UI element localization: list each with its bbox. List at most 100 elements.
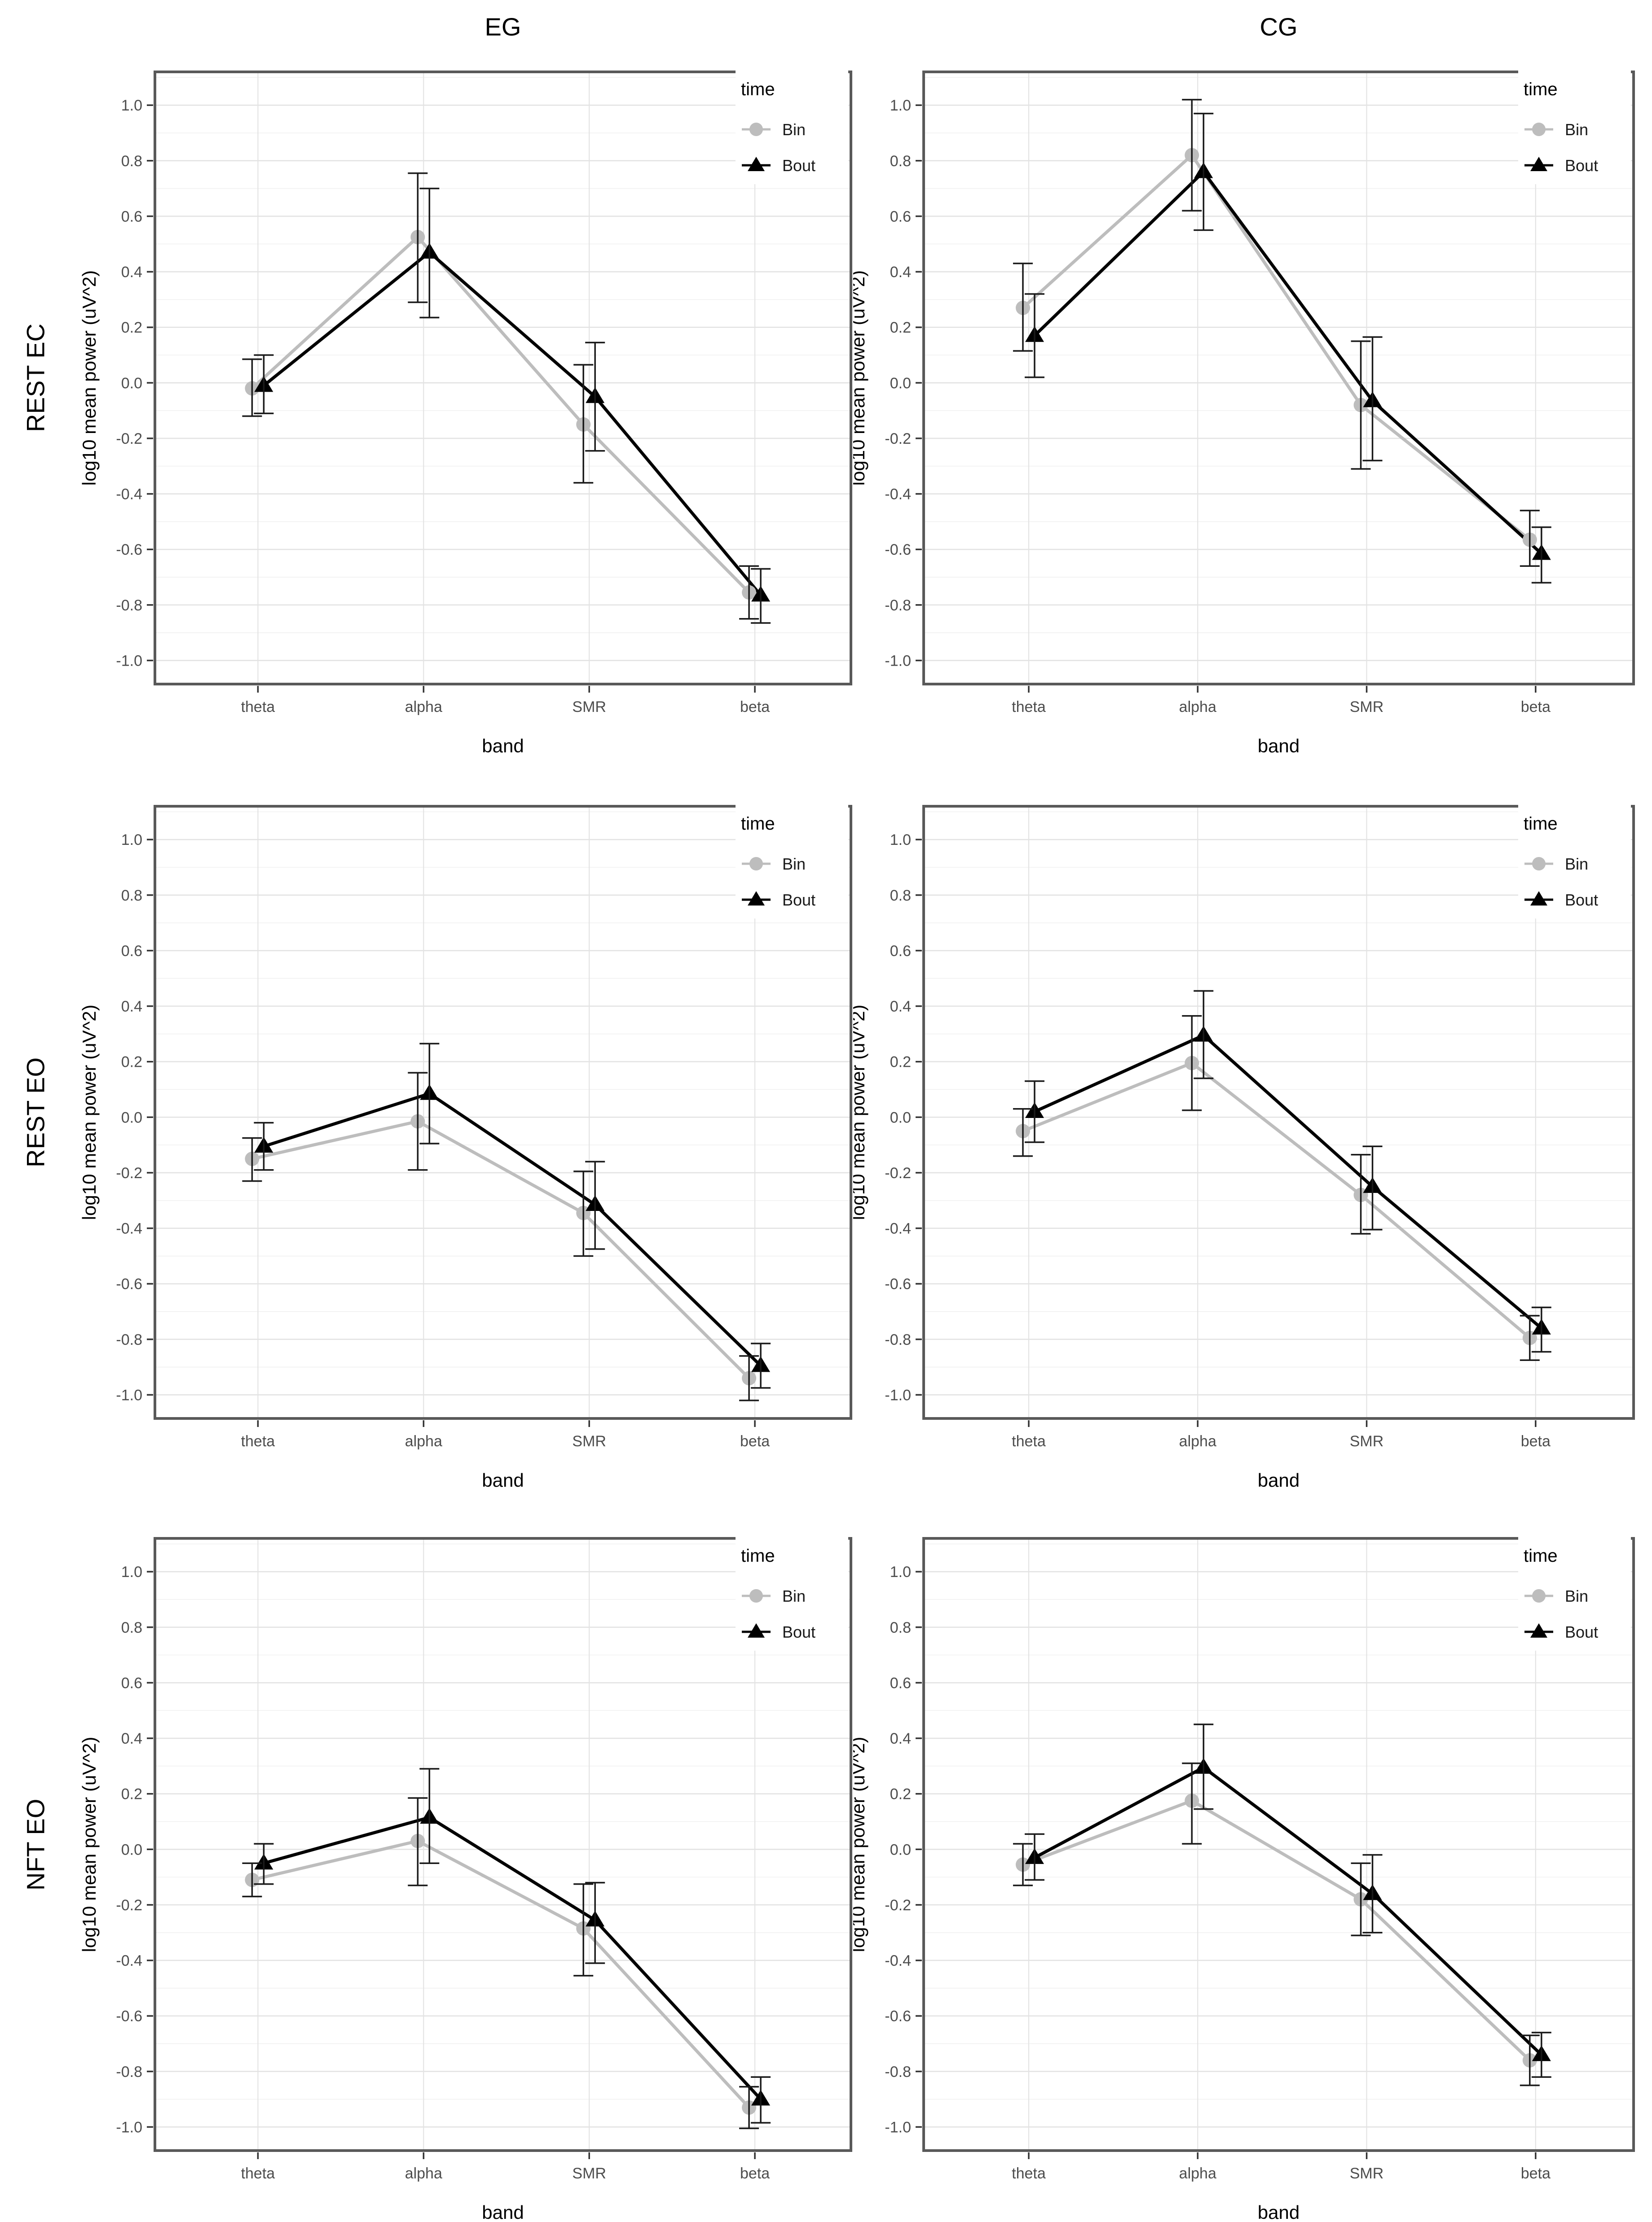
error-bar-bin-alpha xyxy=(408,1797,428,1886)
y-tick-label: 0.6 xyxy=(121,942,142,959)
x-tick-label: theta xyxy=(1012,2165,1046,2182)
x-tick-label: beta xyxy=(740,698,770,716)
x-axis-title: band xyxy=(1258,735,1300,756)
error-bar-bout-theta xyxy=(1024,293,1044,378)
panel-border xyxy=(154,1537,852,2152)
series-group xyxy=(1013,990,1551,1361)
legend-label: Bout xyxy=(782,156,815,175)
legend-label: Bout xyxy=(1565,156,1598,175)
y-tick-label: 1.0 xyxy=(890,1564,911,1581)
y-tick-label: -1.0 xyxy=(116,1387,142,1404)
y-tick-label: 0.4 xyxy=(890,1730,911,1747)
y-tick-label: 0.8 xyxy=(121,887,142,904)
y-tick-label: 0.6 xyxy=(890,1674,911,1692)
y-tick-label: -0.4 xyxy=(116,486,142,503)
y-tick-label: 0.6 xyxy=(121,208,142,225)
error-bar-bin-alpha xyxy=(1182,1015,1202,1111)
y-tick-label: 0.4 xyxy=(121,264,142,281)
legend-label: Bout xyxy=(1565,1623,1598,1641)
y-tick-label: 0.6 xyxy=(890,942,911,959)
y-tick-label: 0.0 xyxy=(121,1841,142,1858)
y-tick-label: -1.0 xyxy=(885,2119,911,2136)
error-bar-bin-beta xyxy=(739,1355,759,1401)
chart-panel-rest-eo-cg: 1.0 0.8 0.6 0.4 0.2 0.0 -0.2 -0.4 -0.6 -0.8 -1.0 th… xyxy=(853,804,1635,1491)
y-tick-label: 0.8 xyxy=(121,1619,142,1636)
x-tick-label: beta xyxy=(1521,698,1551,716)
error-bar-bout-alpha xyxy=(419,187,440,318)
x-axis-title: band xyxy=(1258,1470,1300,1491)
error-bar-bin-beta xyxy=(1520,2034,1540,2086)
legend: time Bin Bout xyxy=(1518,69,1631,184)
axes: 1.0 0.8 0.6 0.4 0.2 0.0 -0.2 -0.4 -0.6 -0.8 -1.0 th… xyxy=(853,97,1551,756)
series-line-bout xyxy=(263,251,762,596)
y-tick-label: -0.6 xyxy=(885,541,911,558)
error-bar-bout-alpha xyxy=(1194,112,1214,231)
x-axis-title: band xyxy=(482,1470,524,1491)
x-tick-label: alpha xyxy=(1179,2165,1216,2182)
axes: 1.0 0.8 0.6 0.4 0.2 0.0 -0.2 -0.4 -0.6 -0.8 -1.0 th… xyxy=(79,97,770,756)
chart-panel-rest-ec-cg: 1.0 0.8 0.6 0.4 0.2 0.0 -0.2 -0.4 -0.6 -0.8 -1.0 th… xyxy=(853,69,1635,756)
y-tick-label: -0.8 xyxy=(116,1331,142,1348)
error-bar-bout-alpha xyxy=(419,1768,440,1864)
x-axis-title: band xyxy=(1258,2202,1300,2222)
series-line-bout xyxy=(1034,1034,1543,1330)
y-tick-label: 0.4 xyxy=(890,998,911,1015)
series-line-bin xyxy=(251,1839,750,2109)
error-bar-bout-beta xyxy=(1531,526,1551,584)
legend-circle-marker-icon xyxy=(1532,123,1546,136)
legend-title: time xyxy=(741,814,775,834)
legend-triangle-marker-icon xyxy=(748,157,765,171)
error-bar-bin-SMR xyxy=(573,1171,594,1257)
y-tick-label: -0.6 xyxy=(885,2008,911,2025)
legend: time Bin Bout xyxy=(736,1536,848,1651)
legend: time Bin Bout xyxy=(736,804,848,919)
x-tick-label: theta xyxy=(1012,1433,1046,1450)
legend-label: Bout xyxy=(782,1623,815,1641)
x-axis-title: band xyxy=(482,2202,524,2222)
row-label-rest-ec: REST EC xyxy=(21,323,50,433)
x-tick-label: beta xyxy=(1521,2165,1551,2182)
series-line-bout xyxy=(263,1092,762,1367)
y-tick-label: 0.0 xyxy=(121,1109,142,1126)
series-group xyxy=(1013,99,1551,584)
x-tick-label: SMR xyxy=(1350,2165,1384,2182)
error-bar-bout-alpha xyxy=(419,1043,440,1144)
legend-label: Bin xyxy=(782,1587,806,1605)
error-bar-bout-SMR xyxy=(585,1882,605,1964)
error-bar-bout-theta xyxy=(1024,1080,1044,1143)
gridlines xyxy=(924,1538,1634,2151)
error-bar-bout-SMR xyxy=(1362,336,1383,462)
error-bar-bout-theta xyxy=(254,354,274,415)
error-bar-bout-beta xyxy=(1531,1306,1551,1353)
legend-triangle-marker-icon xyxy=(748,891,765,906)
y-axis-title: log10 mean power (uV^2) xyxy=(79,1005,100,1220)
y-tick-label: 1.0 xyxy=(890,97,911,114)
y-tick-label: -0.4 xyxy=(116,1953,142,1970)
axes: 1.0 0.8 0.6 0.4 0.2 0.0 -0.2 -0.4 -0.6 -0.8 -1.0 th… xyxy=(79,831,770,1491)
row-label-nft-eo: NFT EO xyxy=(21,1798,50,1891)
x-tick-label: alpha xyxy=(1179,1433,1216,1450)
x-tick-label: alpha xyxy=(405,698,442,716)
error-bar-bin-theta xyxy=(242,1862,262,1898)
x-tick-label: alpha xyxy=(405,1433,442,1450)
y-tick-label: -0.4 xyxy=(885,1953,911,1970)
series-line-bin xyxy=(1022,1061,1531,1339)
error-bar-bout-alpha xyxy=(1194,990,1214,1079)
y-tick-label: 1.0 xyxy=(121,831,142,848)
legend-title: time xyxy=(1524,814,1558,834)
y-tick-label: -0.8 xyxy=(885,2063,911,2081)
error-bar-bout-beta xyxy=(1531,2032,1551,2078)
column-title-eg: EG xyxy=(485,13,521,41)
x-tick-label: theta xyxy=(241,2165,275,2182)
panel-border xyxy=(922,71,1635,685)
y-axis-title: log10 mean power (uV^2) xyxy=(79,1737,100,1953)
series-line-bin xyxy=(1022,153,1531,541)
y-tick-label: -0.4 xyxy=(116,1220,142,1237)
y-tick-label: 0.8 xyxy=(121,153,142,170)
error-bar-bout-SMR xyxy=(1362,1854,1383,1934)
error-bar-bin-theta xyxy=(242,358,262,417)
legend: time Bin Bout xyxy=(1518,804,1631,919)
series-group xyxy=(1013,1723,1551,2086)
legend: time Bin Bout xyxy=(736,69,848,184)
y-tick-label: 1.0 xyxy=(890,831,911,848)
